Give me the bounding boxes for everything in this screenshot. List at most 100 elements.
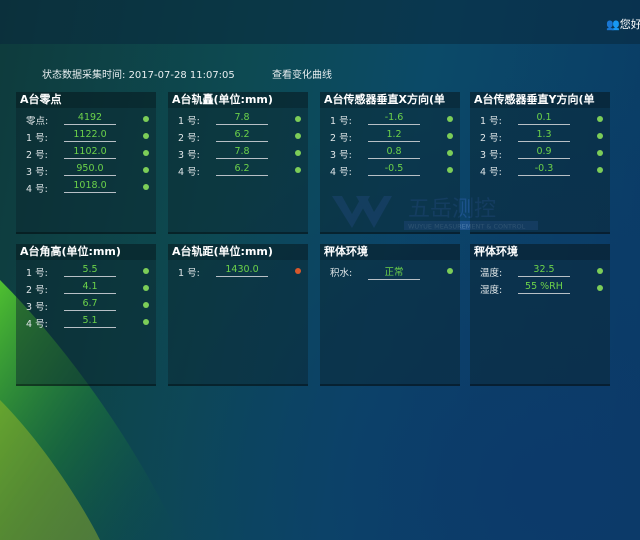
status-indicator-icon	[143, 184, 149, 190]
panel-title: 秤体环境	[470, 244, 610, 260]
data-row: 2 号: 1102.0	[16, 144, 156, 161]
row-value: 950.0	[64, 163, 116, 176]
status-indicator-icon	[597, 167, 603, 173]
data-row: 1 号: 0.1	[470, 110, 610, 127]
row-value: 5.1	[64, 315, 116, 328]
panel-title: A台传感器垂直X方向(单	[320, 92, 460, 108]
row-value: 4192	[64, 112, 116, 125]
status-line: 状态数据采集时间: 2017-07-28 11:07:05 查看变化曲线	[42, 66, 332, 81]
panel-4: A台角高(单位:mm) 1 号: 5.5 2 号: 4.1 3 号: 6.7 4 号: 5.1	[16, 244, 156, 386]
data-row: 4 号: -0.5	[320, 161, 460, 178]
row-label: 4 号:	[26, 319, 48, 330]
user-greeting[interactable]: 👥您好	[606, 18, 640, 31]
row-label: 3 号:	[26, 167, 48, 178]
data-row: 温度: 32.5	[470, 262, 610, 279]
watermark-logo: 五岳测控 WUYUE MEASUREMENT & CONTROL	[330, 190, 550, 238]
row-value: 6.2	[216, 163, 268, 176]
panel-7: 秤体环境温度: 32.5 湿度: 55 %RH	[470, 244, 610, 386]
row-label: 1 号:	[480, 116, 502, 127]
data-row: 积水: 正常	[320, 262, 460, 280]
view-curve-link[interactable]: 查看变化曲线	[271, 70, 332, 81]
status-label: 状态数据采集时间:	[42, 70, 126, 81]
row-label: 4 号:	[480, 167, 502, 178]
data-row: 4 号: 5.1	[16, 313, 156, 330]
status-indicator-icon	[143, 319, 149, 325]
row-value: 6.2	[216, 129, 268, 142]
data-row: 湿度: 55 %RH	[470, 279, 610, 296]
status-indicator-icon	[295, 268, 301, 274]
row-label: 1 号:	[26, 133, 48, 144]
row-label: 零点:	[26, 116, 49, 127]
panel-1: A台轨矗(单位:mm) 1 号: 7.8 2 号: 6.2 3 号: 7.8 4 号: 6.2	[168, 92, 308, 234]
data-row: 4 号: 6.2	[168, 161, 308, 178]
row-value: 55 %RH	[518, 281, 570, 294]
panel-6: 秤体环境 积水: 正常	[320, 244, 460, 386]
row-value: 1122.0	[64, 129, 116, 142]
row-label: 2 号:	[330, 133, 352, 144]
status-indicator-icon	[295, 150, 301, 156]
status-indicator-icon	[597, 268, 603, 274]
panel-3: A台传感器垂直Y方向(单 1 号: 0.1 2 号: 1.3 3 号: 0.9 4 号: -0.…	[470, 92, 610, 234]
row-value: 0.9	[518, 146, 570, 159]
panel-title: A台轨距(单位:mm)	[168, 244, 308, 260]
row-label: 3 号:	[26, 302, 48, 313]
user-icon: 👥	[606, 18, 620, 31]
status-indicator-icon	[597, 150, 603, 156]
panel-title: A台零点	[16, 92, 156, 108]
status-indicator-icon	[143, 285, 149, 291]
row-label: 1 号:	[178, 268, 200, 279]
status-indicator-icon	[143, 268, 149, 274]
row-value: 7.8	[216, 146, 268, 159]
row-label: 3 号:	[178, 150, 200, 161]
status-indicator-icon	[143, 167, 149, 173]
status-indicator-icon	[447, 116, 453, 122]
status-indicator-icon	[143, 150, 149, 156]
row-value: 5.5	[64, 264, 116, 277]
status-indicator-icon	[143, 133, 149, 139]
panel-2: A台传感器垂直X方向(单 1 号: -1.6 2 号: 1.2 3 号: 0.8 4 号: -0…	[320, 92, 460, 234]
row-value: 1102.0	[64, 146, 116, 159]
row-label: 2 号:	[26, 285, 48, 296]
row-label: 2 号:	[178, 133, 200, 144]
row-value: 6.7	[64, 298, 116, 311]
row-value: -0.3	[518, 163, 570, 176]
watermark-text: 五岳测控	[408, 197, 496, 222]
row-value: 4.1	[64, 281, 116, 294]
row-value: 32.5	[518, 264, 570, 277]
panel-0: A台零点零点: 4192 1 号: 1122.0 2 号: 1102.0 3 号: 950.0…	[16, 92, 156, 234]
data-row: 1 号: 1122.0	[16, 127, 156, 144]
data-row: 2 号: 1.2	[320, 127, 460, 144]
status-indicator-icon	[295, 133, 301, 139]
data-row: 2 号: 4.1	[16, 279, 156, 296]
status-indicator-icon	[447, 167, 453, 173]
panel-title: A台轨矗(单位:mm)	[168, 92, 308, 108]
row-label: 1 号:	[330, 116, 352, 127]
status-indicator-icon	[447, 268, 453, 274]
status-indicator-icon	[295, 167, 301, 173]
row-value: -1.6	[368, 112, 420, 125]
data-row: 1 号: 7.8	[168, 110, 308, 127]
row-label: 3 号:	[480, 150, 502, 161]
row-label: 温度:	[480, 268, 503, 279]
row-value: 0.1	[518, 112, 570, 125]
status-indicator-icon	[143, 302, 149, 308]
data-row: 3 号: 950.0	[16, 161, 156, 178]
data-row: 2 号: 1.3	[470, 127, 610, 144]
row-label: 4 号:	[26, 184, 48, 195]
data-row: 1 号: 5.5	[16, 262, 156, 279]
data-row: 零点: 4192	[16, 110, 156, 127]
row-value: -0.5	[368, 163, 420, 176]
row-label: 3 号:	[330, 150, 352, 161]
status-indicator-icon	[597, 133, 603, 139]
row-label: 4 号:	[178, 167, 200, 178]
data-row: 2 号: 6.2	[168, 127, 308, 144]
row-value: 1.2	[368, 129, 420, 142]
status-indicator-icon	[143, 116, 149, 122]
data-row: 3 号: 6.7	[16, 296, 156, 313]
data-row: 3 号: 0.8	[320, 144, 460, 161]
panel-5: A台轨距(单位:mm) 1 号: 1430.0	[168, 244, 308, 386]
row-label: 积水:	[330, 268, 353, 279]
data-row: 4 号: -0.3	[470, 161, 610, 178]
svg-text:WUYUE MEASUREMENT & CONTROL: WUYUE MEASUREMENT & CONTROL	[408, 223, 526, 231]
status-time: 2017-07-28 11:07:05	[128, 70, 235, 81]
